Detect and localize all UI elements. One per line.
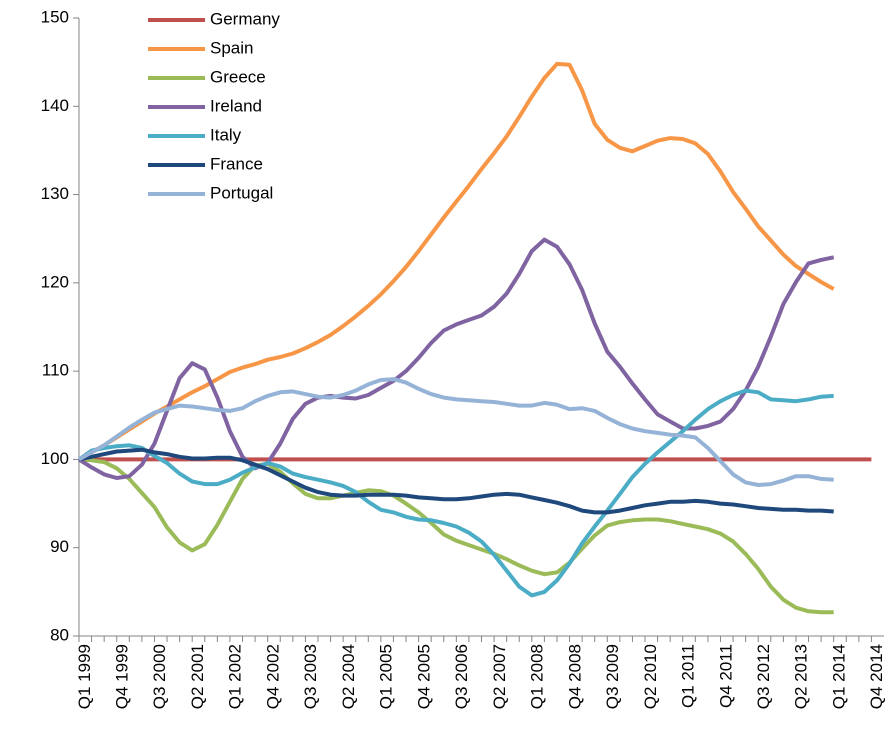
series-line [77,237,835,480]
x-tick-label: Q4 2014 [867,644,886,709]
x-tick-label: Q3 2000 [150,644,169,709]
x-tick-label: Q2 2001 [188,644,207,709]
y-tick-label: 130 [41,184,69,203]
x-tick-label: Q1 2011 [679,644,698,708]
legend-label: Portugal [210,183,273,202]
y-tick-label: 140 [41,96,69,115]
x-tick-label: Q4 2008 [565,644,584,709]
series-line [77,388,834,598]
x-tick-label: Q4 2002 [263,644,282,709]
y-tick-label: 80 [50,625,69,644]
series-line [78,377,834,487]
x-tick-label: Q1 1999 [75,644,94,709]
x-tick-label: Q4 1999 [113,644,132,709]
x-tick-label: Q2 2013 [792,644,811,709]
series-line [78,61,835,462]
y-tick-label: 120 [41,272,69,291]
x-tick-label: Q3 2006 [452,644,471,709]
legend-label: Greece [210,67,266,86]
y-tick-label: 150 [41,7,69,26]
x-tick-label: Q2 2010 [641,644,660,709]
x-tick-label: Q2 2004 [339,644,358,709]
x-tick-label: Q1 2002 [226,644,245,709]
legend-label: Italy [210,125,242,144]
y-tick-label: 90 [50,537,69,556]
x-tick-label: Q1 2005 [377,644,396,709]
series-line [78,457,834,615]
x-tick-label: Q1 2014 [829,644,848,709]
y-tick-label: 110 [42,361,69,380]
x-tick-label: Q4 2011 [716,644,735,708]
x-tick-label: Q3 2003 [301,644,320,709]
x-tick-label: Q3 2012 [754,644,773,709]
x-tick-label: Q4 2005 [414,644,433,709]
x-tick-label: Q1 2008 [528,644,547,709]
legend-label: Spain [210,38,253,57]
y-tick-label: 100 [41,449,69,468]
legend-label: Ireland [210,96,262,115]
x-tick-label: Q3 2009 [603,644,622,709]
x-tick-label: Q2 2007 [490,644,509,709]
series-line [78,447,834,515]
legend-label: Germany [210,9,280,28]
legend-label: France [210,154,263,173]
